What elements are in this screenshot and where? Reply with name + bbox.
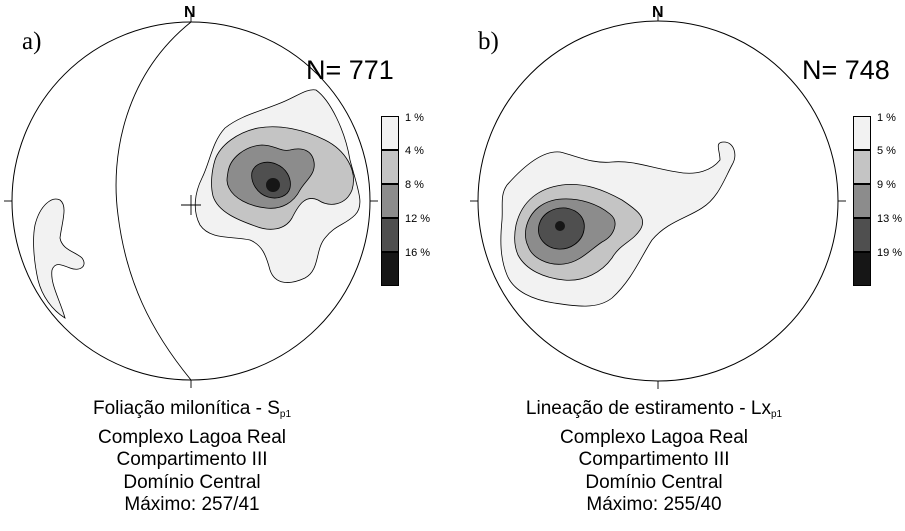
legend-swatch-a-3 xyxy=(381,184,399,218)
legend-label-a-2: 4 % xyxy=(405,145,424,157)
caption-maximum-a: Máximo: 257/41 xyxy=(124,494,260,515)
caption-complex-a: Complexo Lagoa Real xyxy=(97,426,286,448)
caption-title-subscript-a: p1 xyxy=(279,409,292,420)
legend-label-b-2: 5 % xyxy=(877,145,896,157)
north-label-a: N xyxy=(184,4,196,21)
stereonet-panel-a: a) N N= 771 1 % 4 % 8 % 12 % 16 % Foliaç… xyxy=(0,0,452,531)
legend-label-b-4: 13 % xyxy=(877,213,903,225)
legend-label-a-4: 12 % xyxy=(405,213,431,225)
legend-swatch-b-1 xyxy=(853,116,871,150)
stereonet-plot-a xyxy=(4,14,378,388)
legend-swatch-b-5 xyxy=(853,252,871,286)
legend-swatch-b-4 xyxy=(853,218,871,252)
caption-title-text-a: Foliação milonítica - S xyxy=(92,398,280,419)
legend-swatch-b-2 xyxy=(853,150,871,184)
legend-swatch-b-3 xyxy=(853,184,871,218)
count-label-a: N= 771 xyxy=(306,55,394,85)
caption-domain-a: Domínio Central xyxy=(123,471,261,493)
caption-maximum-b: Máximo: 255/40 xyxy=(586,494,722,515)
north-label-b: N xyxy=(652,4,664,21)
legend-swatch-a-1 xyxy=(381,116,399,150)
contour-19pct-b xyxy=(555,221,565,231)
great-circle-a xyxy=(115,21,192,381)
panel-letter-b: b) xyxy=(478,28,499,55)
legend-label-a-5: 16 % xyxy=(405,247,431,259)
legend-label-a-3: 8 % xyxy=(405,179,424,191)
legend-swatch-a-5 xyxy=(381,252,399,286)
caption-b: Lineação de estiramento - Lxp1 Complexo … xyxy=(464,398,844,517)
legend-swatch-a-4 xyxy=(381,218,399,252)
caption-title-b: Lineação de estiramento - Lxp1 xyxy=(464,398,844,427)
panel-letter-a: a) xyxy=(22,28,42,55)
caption-title-a: Foliação milonítica - Sp1 xyxy=(2,398,382,427)
caption-a: Foliação milonítica - Sp1 Complexo Lagoa… xyxy=(2,398,382,517)
stereonet-plot-b xyxy=(470,13,846,389)
caption-title-subscript-b: p1 xyxy=(770,409,783,420)
legend-swatch-a-2 xyxy=(381,150,399,184)
legend-label-b-1: 1 % xyxy=(877,112,896,124)
contour-16pct-a xyxy=(266,178,280,192)
legend-label-a-1: 1 % xyxy=(405,112,424,124)
count-label-b: N= 748 xyxy=(802,55,890,85)
caption-title-text-b: Lineação de estiramento - Lx xyxy=(525,398,771,419)
legend-label-b-5: 19 % xyxy=(877,247,903,259)
caption-domain-b: Domínio Central xyxy=(585,471,723,493)
contour-1pct-west-a xyxy=(33,198,85,319)
caption-complex-b: Complexo Lagoa Real xyxy=(559,426,748,448)
legend-label-b-3: 9 % xyxy=(877,179,896,191)
stereonet-panel-b: b) N N= 748 1 % 5 % 9 % 13 % 19 % Lineaç… xyxy=(452,0,904,531)
caption-compartment-b: Compartimento III xyxy=(578,449,730,470)
caption-compartment-a: Compartimento III xyxy=(116,449,268,470)
